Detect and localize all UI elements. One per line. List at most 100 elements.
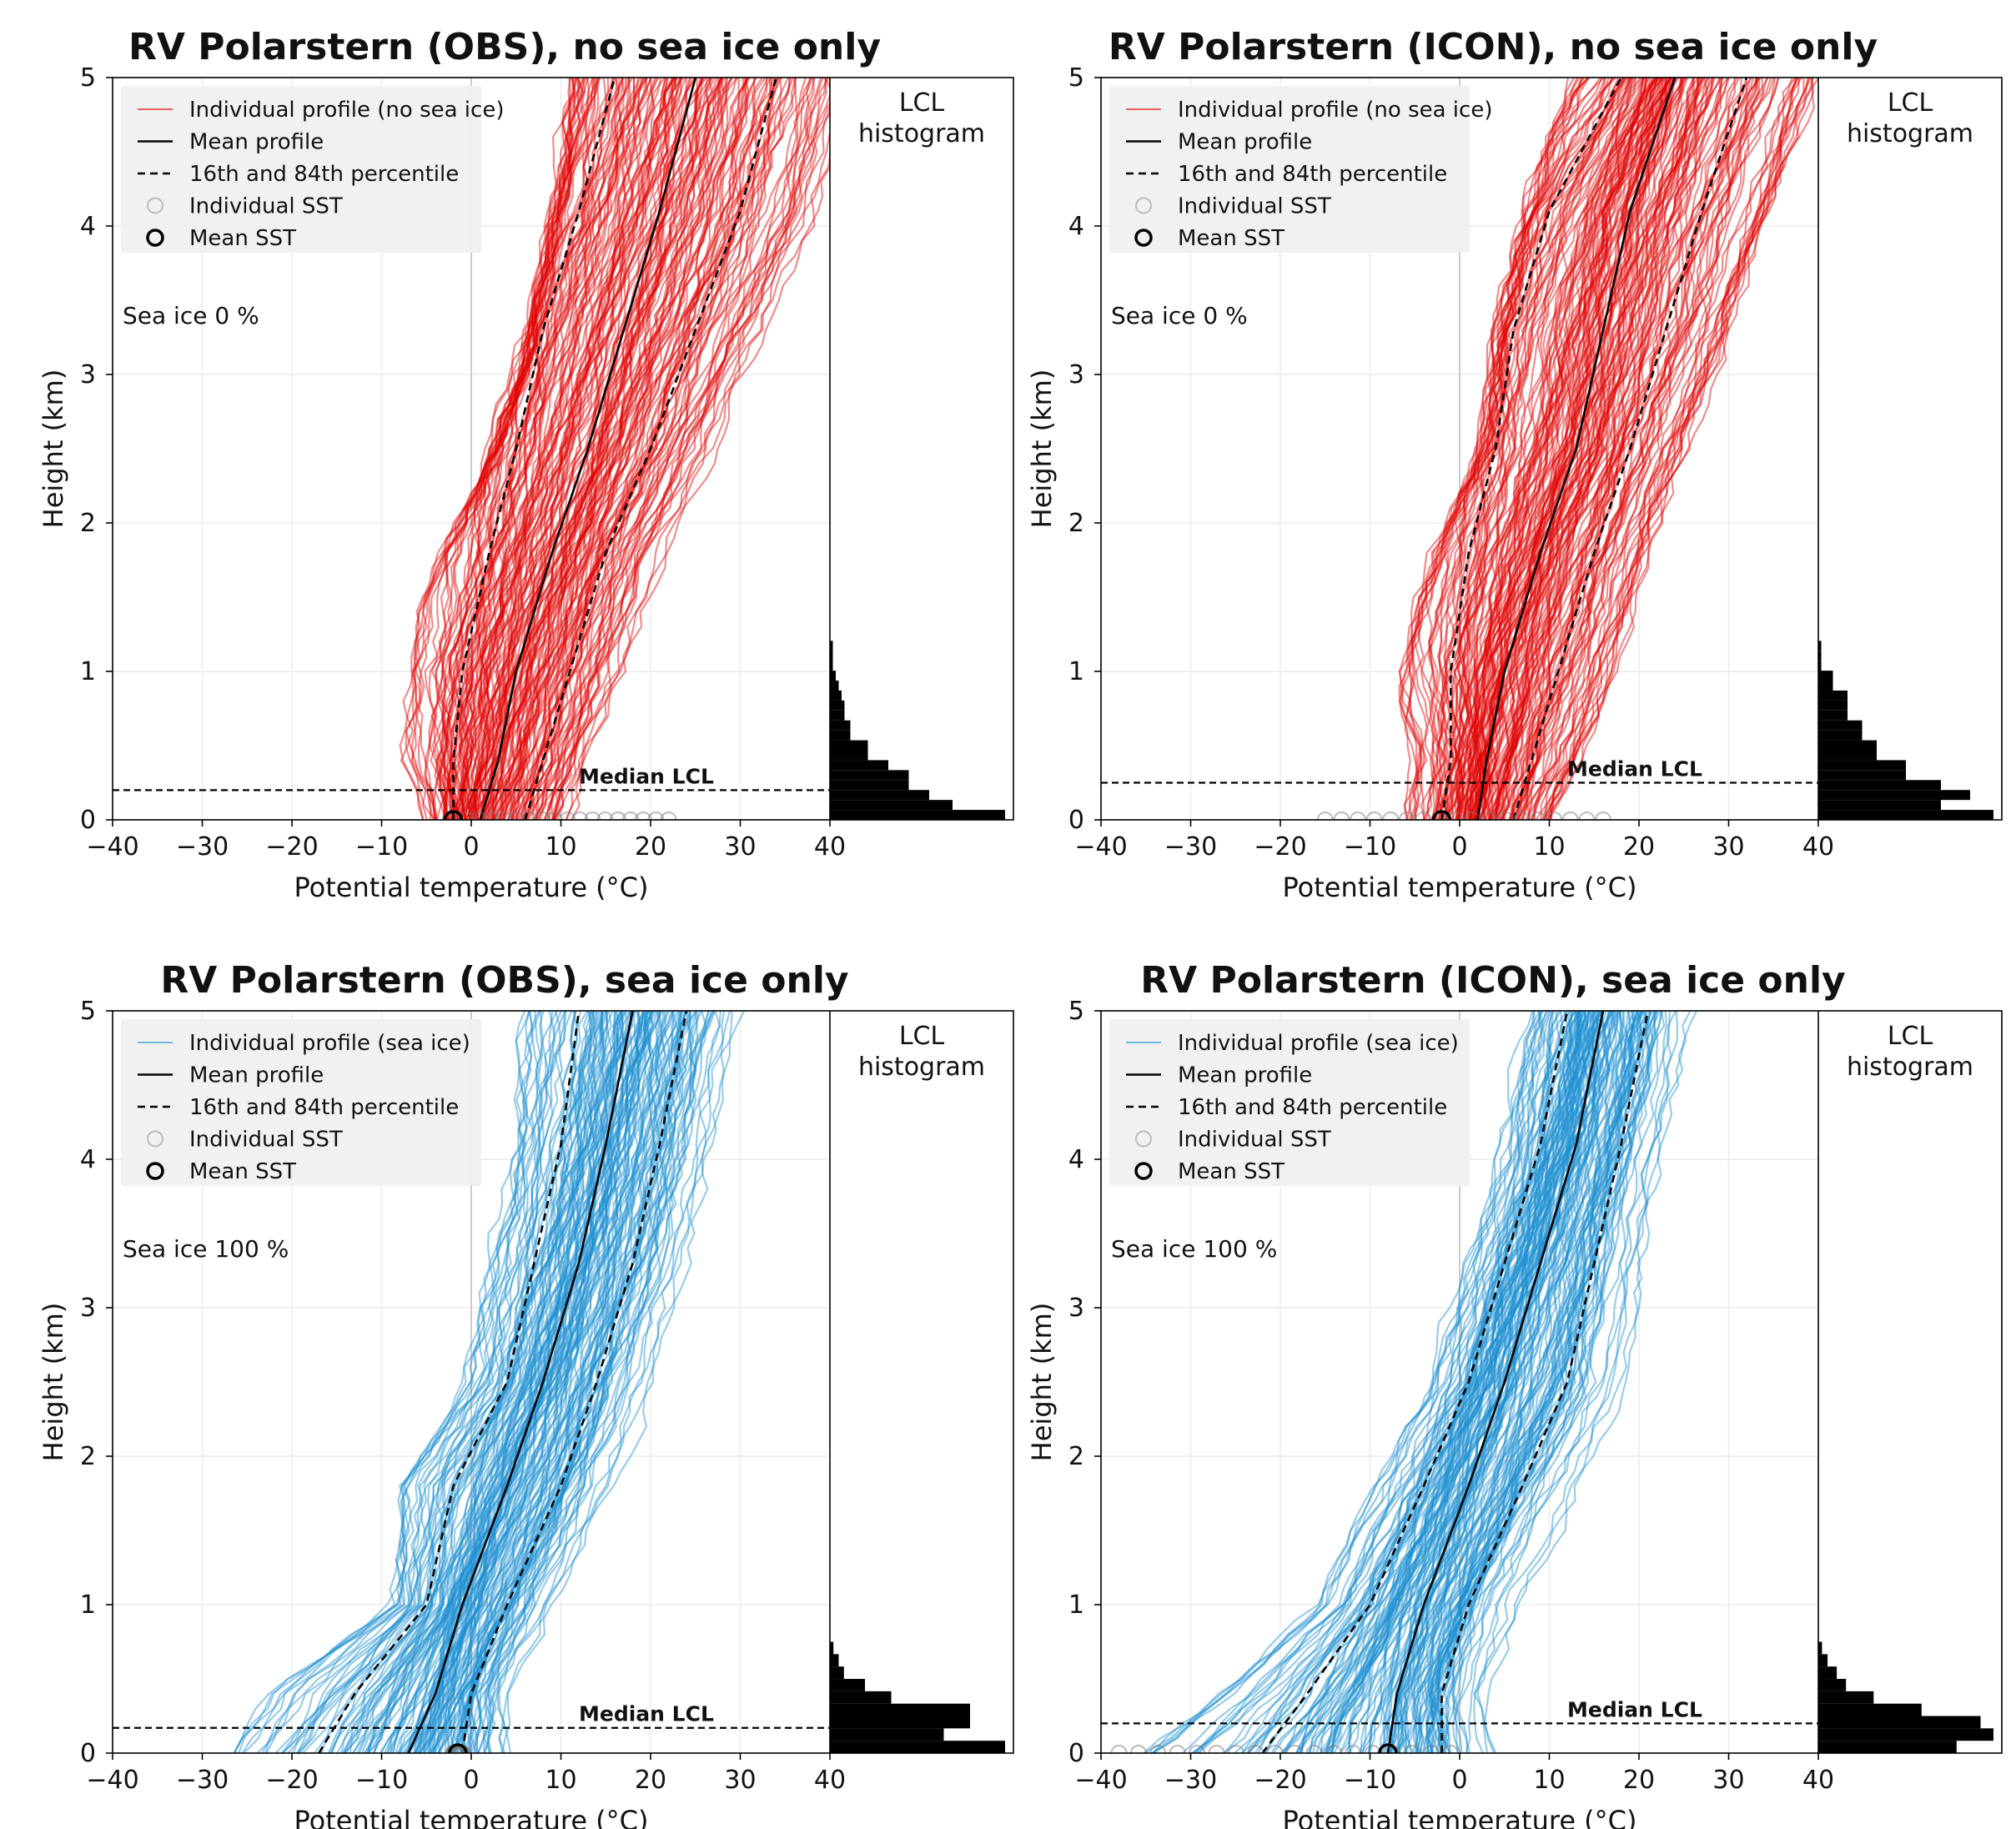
- x-tick-label: 0: [463, 832, 479, 862]
- individual-profile-line: [358, 1011, 599, 1753]
- individual-profile-line: [414, 1011, 641, 1753]
- individual-profile-line: [1471, 78, 1672, 820]
- individual-profile-line: [496, 78, 733, 820]
- individual-profile-line: [458, 78, 652, 820]
- mean-sst-marker: [1378, 1743, 1398, 1753]
- histogram-bar: [1818, 800, 1941, 811]
- individual-profile-line: [330, 1011, 601, 1753]
- individual-profile-line: [1462, 78, 1651, 820]
- individual-sst-marker: [1447, 811, 1465, 820]
- histogram-bar: [1818, 1666, 1838, 1680]
- individual-profile-line: [1398, 1011, 1599, 1753]
- individual-profile-line: [1223, 1011, 1564, 1753]
- individual-profile-line: [389, 1011, 624, 1753]
- individual-profile-line: [1395, 1011, 1615, 1753]
- individual-profile-line: [1450, 1011, 1667, 1753]
- individual-profile-line: [1541, 78, 1805, 820]
- individual-profile-line: [539, 78, 812, 820]
- x-tick-label: 10: [545, 832, 576, 862]
- individual-profile-line: [454, 78, 618, 820]
- legend-key-individual-sst: [1135, 1130, 1152, 1148]
- individual-profile-line: [1475, 78, 1677, 820]
- histogram-bar: [1818, 1641, 1822, 1655]
- individual-profile-line: [1451, 1011, 1659, 1753]
- individual-profile-line: [1326, 1011, 1588, 1753]
- legend-entry-label: 16th and 84th percentile: [189, 162, 459, 187]
- histogram-bar: [1818, 661, 1822, 671]
- individual-sst-marker: [1316, 811, 1334, 820]
- individual-profile-line: [432, 1011, 660, 1753]
- individual-profile-line: [1456, 78, 1653, 820]
- histogram-label: LCL: [899, 1022, 945, 1051]
- panel-title: RV Polarstern (ICON), no sea ice only: [1109, 26, 1878, 68]
- individual-profile-line: [474, 78, 667, 820]
- individual-sst-marker: [1266, 1745, 1284, 1753]
- individual-profile-line: [1510, 78, 1747, 820]
- individual-profile-line: [1454, 78, 1657, 820]
- individual-profile-line: [1465, 78, 1672, 820]
- individual-profile-line: [456, 78, 639, 820]
- x-tick-label: −40: [1074, 1766, 1127, 1795]
- individual-profile-line: [520, 78, 767, 820]
- axes-frame: [1100, 1010, 2003, 1754]
- individual-profile-line: [431, 1011, 654, 1753]
- individual-profile-line: [515, 78, 774, 820]
- individual-profile-line: [1425, 1011, 1644, 1753]
- x-tick-label: 20: [635, 832, 666, 862]
- individual-profile-line: [480, 78, 682, 820]
- individual-profile-line: [349, 1011, 593, 1753]
- individual-profile-line: [1455, 78, 1645, 820]
- individual-profile-line: [1194, 1011, 1551, 1753]
- individual-profile-line: [435, 78, 584, 820]
- individual-profile-line: [490, 78, 708, 820]
- individual-profile-line: [1461, 78, 1657, 820]
- individual-profile-line: [463, 1011, 684, 1753]
- individual-profile-line: [434, 1011, 649, 1753]
- individual-profile-line: [498, 78, 716, 820]
- individual-profile-line: [527, 78, 782, 820]
- histogram-bar: [830, 760, 888, 771]
- individual-profile-line: [1476, 78, 1689, 820]
- individual-profile-line: [1549, 78, 1809, 820]
- individual-profile-line: [462, 1011, 686, 1753]
- individual-profile-line: [1469, 78, 1680, 820]
- individual-profile-line: [485, 78, 713, 820]
- individual-profile-line: [296, 1011, 582, 1753]
- individual-profile-line: [1490, 78, 1708, 820]
- individual-profile-line: [1519, 78, 1772, 820]
- individual-profile-line: [423, 78, 585, 820]
- individual-profile-line: [407, 1011, 634, 1753]
- y-tick-label: 4: [1068, 212, 1084, 241]
- individual-sst-marker: [1333, 811, 1350, 820]
- individual-profile-line: [1454, 78, 1644, 820]
- individual-profile-line: [1369, 1011, 1602, 1753]
- individual-sst-marker: [1422, 1745, 1440, 1753]
- individual-profile-line: [1476, 78, 1663, 820]
- percentile-line: [1440, 1010, 1650, 1753]
- individual-profile-line: [302, 1011, 577, 1753]
- histogram-bar: [830, 1691, 892, 1704]
- legend-entry-label: Individual SST: [1178, 194, 1331, 219]
- individual-profile-line: [515, 78, 757, 820]
- panel-icon-no-ice: RV Polarstern (ICON), no sea ice only Med…: [1026, 26, 2003, 903]
- individual-profile-line: [1437, 1011, 1663, 1753]
- individual-profile-line: [464, 78, 656, 820]
- individual-profile-line: [434, 1011, 651, 1753]
- x-tick-label: −40: [86, 1766, 138, 1795]
- individual-profile-line: [456, 78, 646, 820]
- percentile-line: [318, 1010, 581, 1754]
- individual-profile-line: [1430, 78, 1615, 820]
- individual-profile-line: [1498, 78, 1706, 820]
- individual-profile-line: [1468, 78, 1664, 820]
- individual-profile-line: [492, 78, 718, 820]
- histogram-bar: [830, 1666, 844, 1680]
- individual-profile-line: [373, 1011, 608, 1753]
- x-tick-label: 30: [724, 1766, 756, 1795]
- percentile-line: [1261, 1010, 1569, 1754]
- individual-profile-line: [436, 1011, 669, 1753]
- individual-profile-line: [525, 78, 779, 820]
- individual-profile-line: [1495, 78, 1710, 820]
- individual-profile-line: [1444, 78, 1629, 820]
- individual-profile-line: [1483, 78, 1685, 820]
- individual-profile-line: [1405, 1011, 1616, 1753]
